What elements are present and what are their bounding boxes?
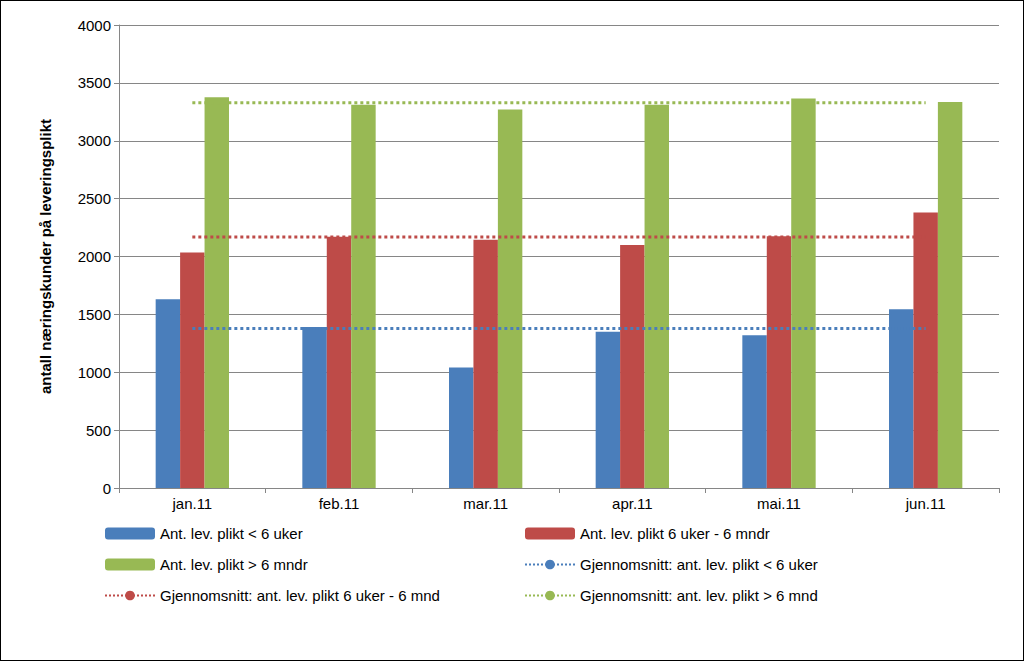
svg-text:mai.11: mai.11 (757, 495, 801, 512)
svg-text:feb.11: feb.11 (319, 495, 360, 512)
svg-text:1500: 1500 (78, 306, 111, 323)
svg-text:0: 0 (103, 480, 111, 497)
svg-text:2500: 2500 (78, 190, 111, 207)
svg-text:jun.11: jun.11 (905, 495, 946, 512)
svg-text:Ant. lev. plikt > 6 mndr: Ant. lev. plikt > 6 mndr (160, 556, 308, 573)
svg-text:jan.11: jan.11 (171, 495, 212, 512)
svg-text:3500: 3500 (78, 74, 111, 91)
svg-text:Ant. lev. plikt 6 uker - 6 mnd: Ant. lev. plikt 6 uker - 6 mndr (580, 525, 770, 542)
svg-text:2000: 2000 (78, 248, 111, 265)
svg-text:antall næringskunder på leveri: antall næringskunder på leveringsplikt (37, 119, 54, 394)
svg-text:Gjennomsnitt: ant. lev. plikt: Gjennomsnitt: ant. lev. plikt < 6 uker (580, 556, 818, 573)
svg-text:mar.11: mar.11 (463, 495, 508, 512)
svg-text:3000: 3000 (78, 132, 111, 149)
svg-text:Gjennomsnitt: ant. lev. plikt: Gjennomsnitt: ant. lev. plikt 6 uker - 6… (160, 587, 440, 604)
svg-text:Ant. lev. plikt < 6 uker: Ant. lev. plikt < 6 uker (160, 525, 303, 542)
svg-text:500: 500 (86, 422, 111, 439)
svg-text:4000: 4000 (78, 17, 111, 34)
svg-text:apr.11: apr.11 (612, 495, 653, 512)
svg-text:Gjennomsnitt: ant. lev. plikt: Gjennomsnitt: ant. lev. plikt > 6 mnd (580, 587, 818, 604)
svg-text:1000: 1000 (78, 364, 111, 381)
